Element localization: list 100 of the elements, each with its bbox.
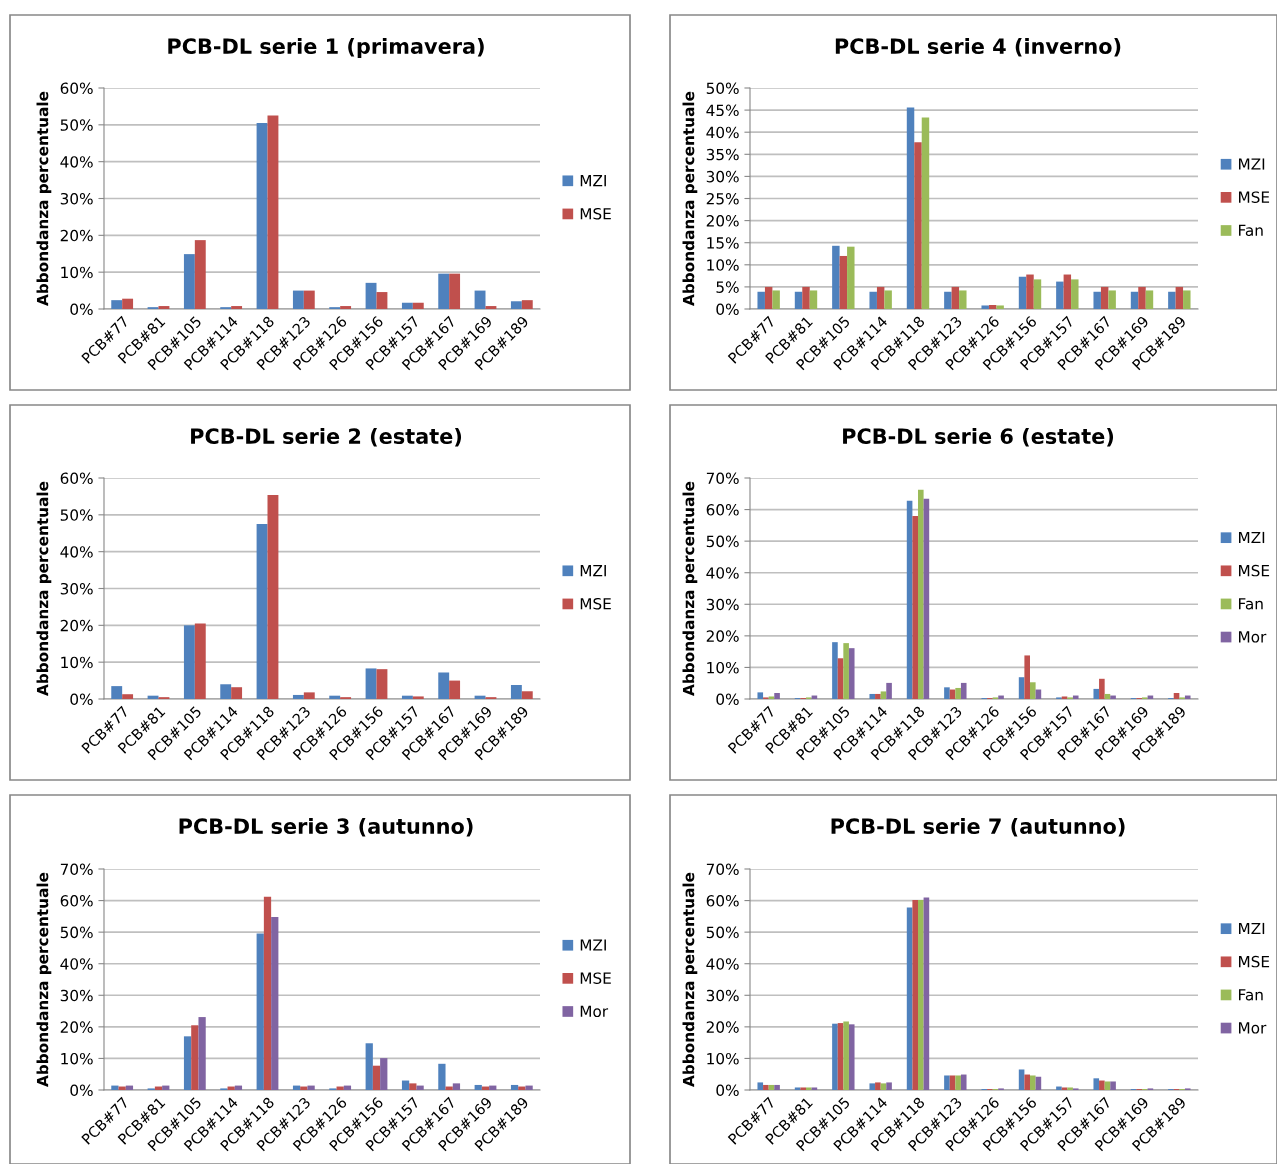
y-tick-label: 40% (60, 958, 93, 970)
bar (944, 291, 952, 309)
bar (1108, 290, 1116, 309)
bar (198, 1017, 206, 1090)
bar (510, 301, 522, 309)
bar (158, 306, 170, 309)
bar (1175, 286, 1184, 309)
bar (1110, 1081, 1116, 1090)
bar (412, 696, 424, 699)
bar (111, 1085, 119, 1090)
bar (906, 107, 915, 309)
y-tick-label: 70% (706, 863, 739, 876)
bar (267, 115, 279, 309)
bar (832, 1023, 838, 1090)
bar (111, 300, 123, 309)
bar (525, 1085, 533, 1090)
bar (955, 1075, 961, 1090)
legend-label: MZI (1239, 158, 1265, 170)
bar (1104, 1081, 1111, 1090)
legend-label: MSE (1239, 191, 1270, 203)
bar (960, 682, 967, 699)
bar (365, 1043, 373, 1090)
bar (412, 302, 424, 309)
bar (880, 1083, 887, 1090)
bar (764, 286, 773, 309)
bar (376, 669, 388, 699)
bar (438, 1063, 446, 1090)
bar (122, 298, 134, 309)
bar (794, 291, 803, 309)
y-tick-label: 60% (60, 82, 93, 95)
y-tick-label: 10% (707, 259, 739, 271)
bar (837, 658, 844, 699)
bar (1093, 291, 1101, 309)
y-tick-label: 50% (60, 119, 93, 131)
bar (1026, 274, 1034, 309)
bar (409, 1083, 417, 1090)
chart-title: PCB-DL serie 1 (primavera) (168, 37, 484, 59)
y-tick-label: 20% (706, 215, 739, 227)
bar (763, 1084, 769, 1090)
bar (923, 897, 930, 1090)
legend-label: MSE (1239, 955, 1270, 968)
bar (122, 694, 134, 699)
bar (811, 1087, 818, 1090)
bar (955, 687, 961, 699)
bar (1130, 291, 1139, 309)
bar (839, 255, 848, 309)
bar (869, 1083, 876, 1090)
y-tick-label: 0% (716, 693, 739, 706)
y-tick-label: 35% (706, 148, 739, 161)
bar (1030, 1075, 1036, 1090)
y-tick-label: 40% (60, 546, 93, 558)
bar (340, 306, 352, 309)
bar (1018, 276, 1027, 309)
y-tick-label: 50% (60, 509, 93, 521)
bar (843, 1021, 849, 1090)
bar (365, 668, 377, 699)
bar (147, 695, 159, 699)
y-tick-label: 0% (70, 303, 93, 316)
bar (401, 302, 413, 309)
bar (847, 246, 855, 309)
bar (1024, 655, 1030, 699)
bar (809, 290, 818, 309)
bar (183, 254, 195, 309)
bar (1024, 1074, 1030, 1090)
y-tick-label: 40% (706, 958, 739, 970)
bar (401, 1080, 410, 1090)
bar (959, 290, 967, 309)
bar (194, 240, 206, 309)
y-tick-label: 20% (706, 630, 739, 642)
legend-label: MZI (1239, 922, 1265, 935)
bar (794, 1087, 801, 1090)
bar (875, 1082, 881, 1090)
y-tick-label: 20% (706, 1021, 739, 1033)
bar (292, 290, 304, 309)
bar (806, 1087, 812, 1090)
y-tick-label: 30% (60, 989, 93, 1002)
bar (271, 916, 279, 1090)
y-tick-label: 50% (706, 926, 739, 939)
bar (401, 695, 413, 699)
bar (1030, 682, 1036, 699)
y-axis-title: Abbondanza percentuale (36, 872, 52, 1087)
bar (1056, 1086, 1062, 1090)
y-tick-label: 10% (61, 656, 93, 669)
bar (869, 693, 876, 699)
bar (884, 290, 892, 309)
bar (1145, 290, 1154, 309)
y-axis-title: Abbondanza percentuale (682, 872, 698, 1087)
legend-label: Fan (1239, 224, 1263, 237)
bar (757, 692, 764, 699)
bar (832, 642, 838, 699)
bar (1067, 1087, 1073, 1090)
bar (918, 899, 924, 1090)
bar (256, 933, 264, 1090)
bar (438, 273, 450, 309)
y-axis-title: Abbondanza percentuale (682, 481, 698, 696)
bar (1033, 279, 1042, 309)
bar (449, 680, 461, 699)
bar (438, 672, 450, 699)
y-tick-label: 10% (707, 1052, 739, 1065)
bar (869, 291, 877, 309)
